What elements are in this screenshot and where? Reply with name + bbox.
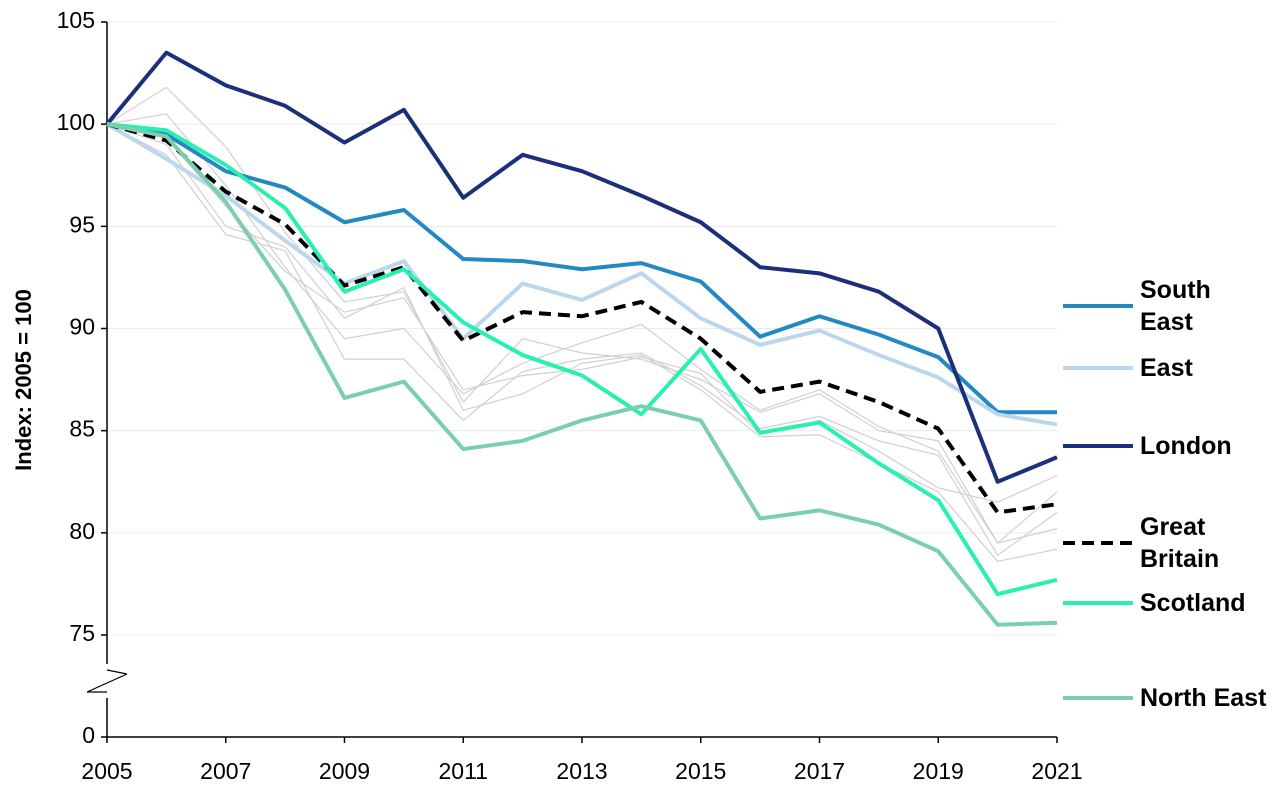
x-tick-label: 2013	[556, 758, 607, 784]
series-line	[105, 50, 1058, 484]
x-tick-label: 2021	[1031, 758, 1082, 784]
series-line	[106, 122, 1058, 597]
series-line	[106, 86, 1058, 544]
x-tick-label: 2007	[200, 758, 251, 784]
y-tick-label: 90	[69, 314, 95, 340]
x-tick-label: 2015	[675, 758, 726, 784]
x-tick-label: 2011	[439, 758, 488, 784]
y-tick-label: 0	[82, 722, 95, 748]
x-tick-label: 2019	[913, 758, 964, 784]
series-line	[106, 122, 1058, 627]
series-line	[105, 122, 1058, 427]
y-tick-label: 85	[69, 416, 95, 442]
legend-label: South East	[1140, 276, 1211, 336]
series-line	[106, 122, 1057, 415]
series-line	[106, 123, 1058, 556]
series-line	[106, 113, 1058, 544]
x-tick-label: 2017	[794, 758, 845, 784]
series-line	[106, 122, 1058, 515]
legend-label: Great Britain	[1140, 513, 1220, 573]
y-tick-label: 95	[69, 211, 95, 237]
axis-break	[86, 669, 128, 693]
legend-label: Scotland	[1140, 589, 1246, 617]
y-tick-label: 100	[57, 109, 95, 135]
legend-label: East	[1140, 354, 1193, 382]
x-tick-label: 2005	[81, 758, 132, 784]
y-tick-label: 80	[69, 518, 95, 544]
series-line	[106, 123, 1058, 503]
x-tick-label: 2009	[319, 758, 370, 784]
legend-label: London	[1140, 432, 1232, 460]
y-tick-label: 105	[57, 7, 95, 33]
legend-label: North East	[1140, 684, 1267, 712]
y-axis-label: Index: 2005 = 100	[11, 289, 36, 471]
y-tick-label: 75	[69, 620, 95, 646]
